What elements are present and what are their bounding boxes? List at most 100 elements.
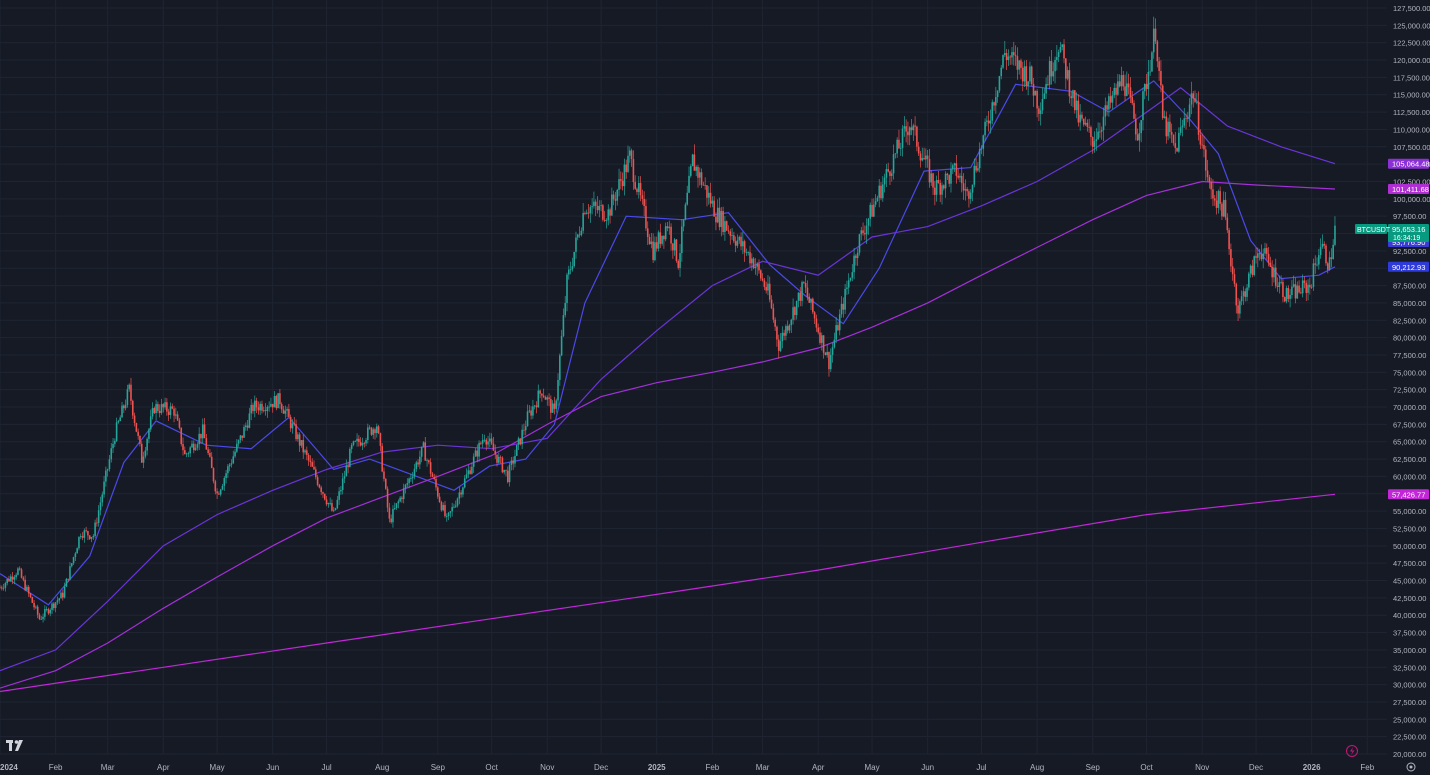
candle[interactable] — [1109, 86, 1112, 109]
candle[interactable] — [1158, 56, 1160, 81]
candle[interactable] — [1303, 276, 1306, 289]
candle[interactable] — [523, 423, 525, 436]
candle[interactable] — [458, 487, 461, 505]
candle[interactable] — [1194, 90, 1196, 104]
candle[interactable] — [691, 153, 694, 167]
candle[interactable] — [914, 116, 916, 136]
candle[interactable] — [1217, 189, 1220, 214]
candle[interactable] — [602, 204, 604, 222]
candle[interactable] — [110, 443, 113, 463]
candle[interactable] — [1131, 91, 1134, 106]
candle[interactable] — [210, 452, 213, 469]
candle[interactable] — [1188, 98, 1191, 127]
candle[interactable] — [1325, 243, 1327, 266]
candle[interactable] — [313, 460, 315, 471]
candle[interactable] — [763, 278, 766, 291]
candle[interactable] — [890, 169, 893, 182]
candle[interactable] — [652, 233, 654, 263]
candle[interactable] — [959, 173, 961, 183]
candle[interactable] — [426, 458, 428, 467]
candle[interactable] — [463, 475, 466, 489]
candle[interactable] — [1292, 275, 1295, 288]
candle[interactable] — [33, 599, 35, 611]
candle[interactable] — [544, 395, 547, 400]
candle[interactable] — [1021, 61, 1024, 92]
candle[interactable] — [1036, 89, 1038, 118]
candle[interactable] — [1048, 56, 1051, 90]
candle[interactable] — [815, 314, 818, 332]
candle[interactable] — [1020, 58, 1022, 80]
candle[interactable] — [625, 159, 628, 179]
candle[interactable] — [90, 536, 93, 543]
candle[interactable] — [1023, 60, 1026, 87]
candle[interactable] — [704, 177, 706, 190]
candle[interactable] — [986, 115, 988, 127]
candle[interactable] — [598, 200, 601, 218]
candle[interactable] — [1231, 257, 1234, 281]
candle[interactable] — [243, 424, 245, 438]
candle[interactable] — [654, 236, 656, 262]
candle[interactable] — [490, 433, 493, 446]
candle[interactable] — [0, 585, 3, 591]
candle[interactable] — [847, 273, 850, 295]
candlestick-layer[interactable] — [0, 16, 1336, 623]
candle[interactable] — [1059, 41, 1062, 53]
candle[interactable] — [413, 463, 416, 480]
candle[interactable] — [690, 164, 692, 178]
candle[interactable] — [15, 572, 17, 580]
candle[interactable] — [745, 248, 748, 256]
candle[interactable] — [196, 442, 199, 451]
candle[interactable] — [345, 459, 348, 477]
candle[interactable] — [94, 519, 96, 539]
lightning-icon[interactable] — [1346, 745, 1358, 757]
candle[interactable] — [1127, 73, 1130, 95]
candle[interactable] — [1212, 179, 1214, 207]
candle[interactable] — [725, 220, 728, 232]
candle[interactable] — [539, 389, 541, 399]
candle[interactable] — [998, 75, 1001, 93]
candle[interactable] — [87, 530, 89, 541]
candle[interactable] — [140, 441, 143, 463]
candle[interactable] — [234, 448, 236, 458]
candle[interactable] — [515, 444, 518, 457]
candle[interactable] — [160, 398, 163, 415]
candle[interactable] — [603, 210, 606, 223]
candle[interactable] — [320, 485, 322, 496]
candle[interactable] — [711, 196, 714, 208]
candle[interactable] — [1082, 118, 1085, 127]
icon-layer[interactable] — [1346, 745, 1416, 772]
candle[interactable] — [29, 592, 32, 599]
candle[interactable] — [1246, 283, 1248, 302]
candle[interactable] — [331, 499, 333, 512]
candle[interactable] — [559, 353, 561, 386]
candle[interactable] — [916, 125, 918, 152]
candle[interactable] — [585, 209, 588, 215]
candle[interactable] — [777, 334, 780, 359]
candle[interactable] — [533, 404, 536, 410]
candle[interactable] — [1265, 243, 1268, 260]
candle[interactable] — [352, 440, 355, 447]
candle[interactable] — [442, 502, 444, 512]
candle[interactable] — [1172, 134, 1175, 146]
candle[interactable] — [187, 451, 190, 458]
candle[interactable] — [248, 407, 251, 429]
candle[interactable] — [901, 125, 904, 157]
candle[interactable] — [112, 437, 114, 454]
candle[interactable] — [329, 497, 331, 506]
candle[interactable] — [293, 417, 296, 426]
candle[interactable] — [1081, 111, 1083, 121]
candle[interactable] — [332, 506, 335, 513]
candle[interactable] — [227, 464, 229, 478]
candle[interactable] — [991, 99, 994, 125]
candle[interactable] — [406, 478, 409, 488]
candle[interactable] — [1068, 62, 1071, 104]
candle[interactable] — [149, 409, 152, 433]
candle[interactable] — [4, 581, 7, 592]
candle[interactable] — [758, 259, 760, 274]
candle[interactable] — [119, 415, 122, 422]
candle[interactable] — [304, 448, 306, 455]
candle[interactable] — [524, 420, 527, 436]
candle[interactable] — [1091, 136, 1094, 154]
candle[interactable] — [501, 456, 504, 474]
candle[interactable] — [185, 452, 188, 458]
